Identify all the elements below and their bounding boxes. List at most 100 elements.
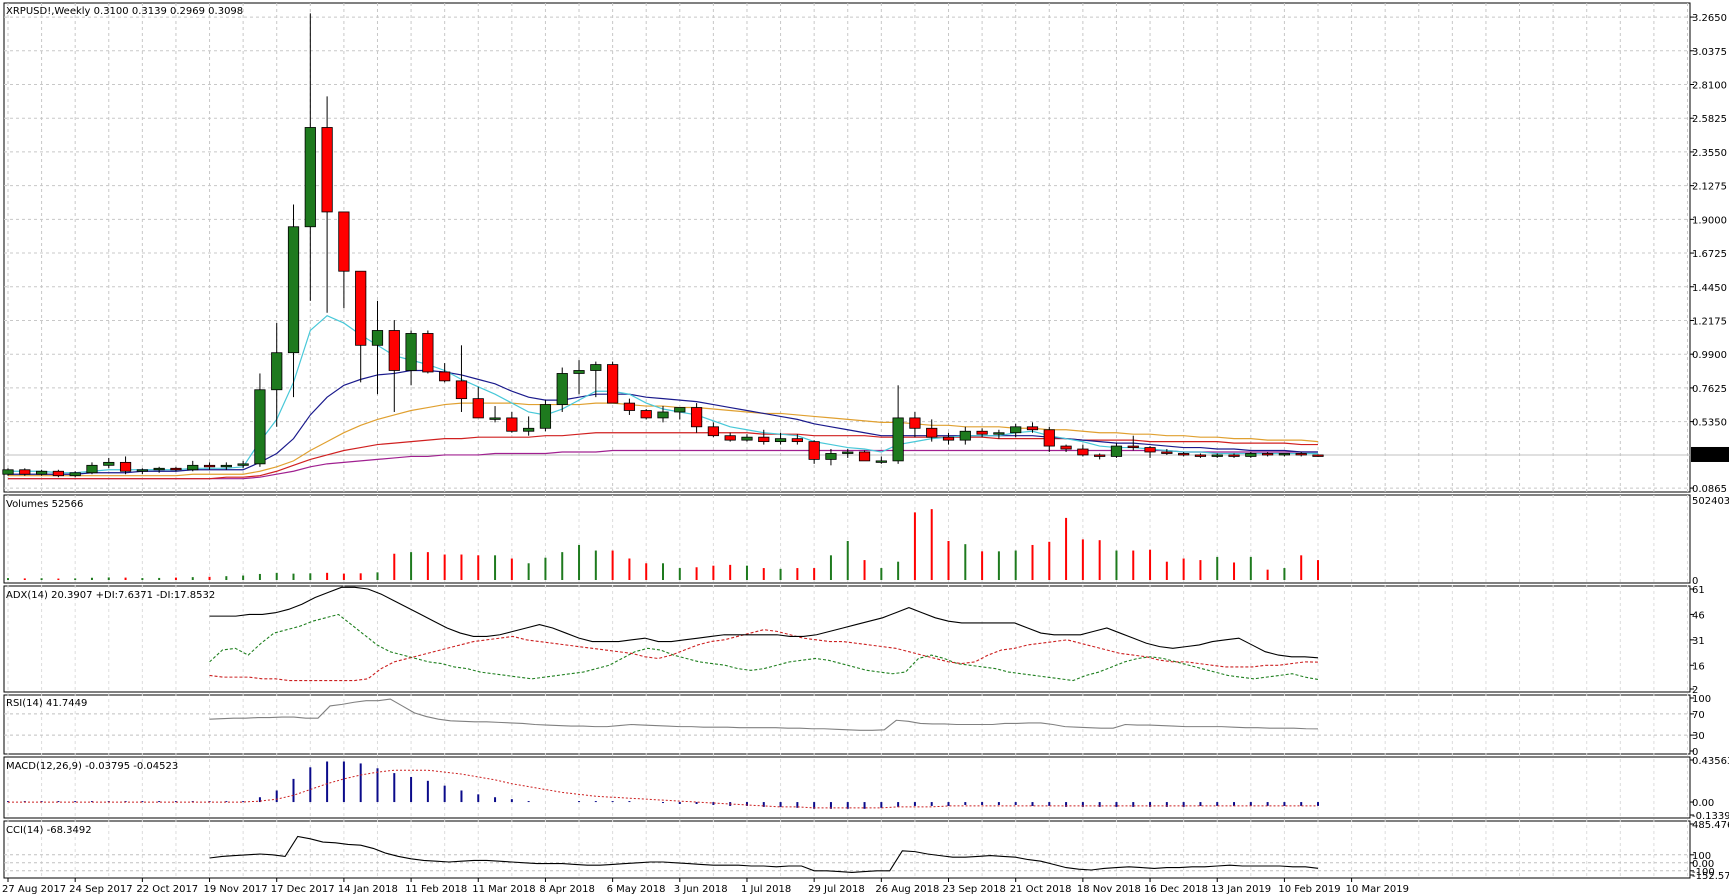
x-tick-label: 24 Sep 2017 (69, 884, 132, 895)
candle-body (1144, 447, 1156, 453)
candle-body (523, 427, 535, 432)
ma-long2-line (8, 449, 1318, 480)
x-tick-label: 19 Nov 2017 (204, 884, 268, 895)
x-tick-label: 17 Dec 2017 (271, 884, 335, 895)
candle-body (875, 460, 887, 463)
adx-tick-label: 2 (1692, 685, 1698, 696)
volume-y-label: 0 (1692, 576, 1698, 587)
y-tick-label: 1.2175 (1692, 316, 1727, 327)
current-price-box (1691, 446, 1729, 462)
candle-body (858, 451, 871, 462)
candle-body (1245, 453, 1257, 457)
candle-body (1228, 454, 1240, 457)
x-tick-label: 22 Oct 2017 (136, 884, 198, 895)
candle-body (220, 464, 232, 468)
candle-body (1312, 454, 1324, 457)
candle-body (842, 451, 854, 454)
pane-frame-macd (3, 756, 1691, 819)
adx-tick-label: 31 (1692, 636, 1705, 647)
candle-body (422, 333, 434, 373)
candle-body (304, 127, 316, 228)
candle-body (35, 470, 48, 475)
x-tick-label: 10 Feb 2019 (1278, 884, 1340, 895)
rsi-title: RSI(14) 41.7449 (6, 698, 87, 709)
macd-tick-label: -0.13399 (1692, 811, 1729, 822)
y-tick-label: 1.9000 (1692, 215, 1727, 226)
x-tick-label: 10 Mar 2019 (1346, 884, 1409, 895)
candle-body (439, 371, 451, 382)
cci-tick-label: 100 (1692, 851, 1711, 862)
pane-frame-cci (3, 820, 1691, 879)
candle-body (1110, 445, 1123, 457)
candle-body (1060, 445, 1072, 450)
candle-body (271, 352, 283, 391)
x-tick-label: 14 Jan 2018 (338, 884, 398, 895)
y-tick-label: 0.0865 (1692, 484, 1727, 495)
candle-body (791, 438, 803, 443)
x-tick-label: 26 Aug 2018 (875, 884, 939, 895)
candle-body (203, 464, 216, 468)
y-tick-label: 0.9900 (1692, 350, 1727, 361)
candle-body (321, 127, 333, 213)
candle-body (825, 453, 837, 460)
candle-body (170, 467, 182, 471)
candle-body (455, 380, 468, 400)
candle-body (103, 461, 115, 466)
adx-tick-label: 61 (1692, 585, 1705, 596)
adx-minus-di-line (209, 629, 1319, 682)
volume-y-label: 502403 (1692, 496, 1729, 507)
chart-axes: 3.2650 3.0375 2.8100 2.5825 2.3550 2.1275 1.90… (2, 13, 1729, 895)
x-tick-label: 8 Apr 2018 (539, 884, 594, 895)
candle-body (640, 410, 652, 419)
candle-body (237, 463, 249, 466)
main-chart-title: XRPUSD!,Weekly 0.3100 0.3139 0.2969 0.30… (6, 6, 243, 17)
ma-long1-line (8, 432, 1318, 480)
y-tick-label: 2.1275 (1692, 182, 1727, 193)
macd-title: MACD(12,26,9) -0.03795 -0.04523 (6, 761, 178, 772)
y-tick-label: 2.5825 (1692, 114, 1727, 125)
candle-body (1161, 451, 1173, 454)
candle-body (136, 469, 148, 472)
candle-body (119, 461, 132, 472)
cci-title: CCI(14) -68.3492 (6, 825, 92, 836)
y-tick-label: 2.8100 (1692, 81, 1727, 92)
macd-signal-line (8, 769, 1318, 809)
y-tick-label: 1.4450 (1692, 283, 1727, 294)
candle-body (1211, 454, 1223, 457)
candle-body (1262, 453, 1274, 456)
candle-body (1043, 429, 1055, 447)
candle-body (926, 427, 938, 438)
x-tick-label: 3 Jun 2018 (674, 884, 728, 895)
candle-body (909, 417, 921, 429)
x-tick-label: 1 Jul 2018 (741, 884, 791, 895)
candle-body (774, 438, 787, 443)
adx-line (209, 586, 1319, 659)
adx-plus-di-line (209, 613, 1319, 682)
candle-body (371, 330, 384, 346)
candle-body (153, 467, 165, 471)
candle-body (1178, 453, 1190, 456)
candle-body (489, 417, 501, 420)
y-tick-label: 3.2650 (1692, 13, 1727, 24)
adx-tick-label: 16 (1692, 661, 1705, 672)
candle-body (573, 370, 585, 374)
candle-body (993, 432, 1005, 435)
pane-frame-rsi (3, 694, 1691, 755)
candle-body (976, 430, 988, 435)
x-tick-label: 11 Mar 2018 (472, 884, 535, 895)
candle-body (1077, 448, 1089, 456)
candle-body (472, 398, 484, 419)
x-tick-label: 11 Feb 2018 (405, 884, 467, 895)
current-price-label: 0.3098 (1693, 451, 1728, 462)
candle-body (657, 411, 669, 419)
candle-body (388, 330, 400, 371)
candle-body (19, 469, 31, 475)
chart-grid (4, 3, 1690, 878)
cci-tick-label: 485.4764 (1692, 820, 1729, 831)
candle-body (254, 389, 266, 465)
y-tick-label: 3.0375 (1692, 47, 1727, 58)
chart-series (2, 13, 1324, 873)
candle-body (959, 430, 971, 441)
candle-body (1094, 454, 1106, 457)
